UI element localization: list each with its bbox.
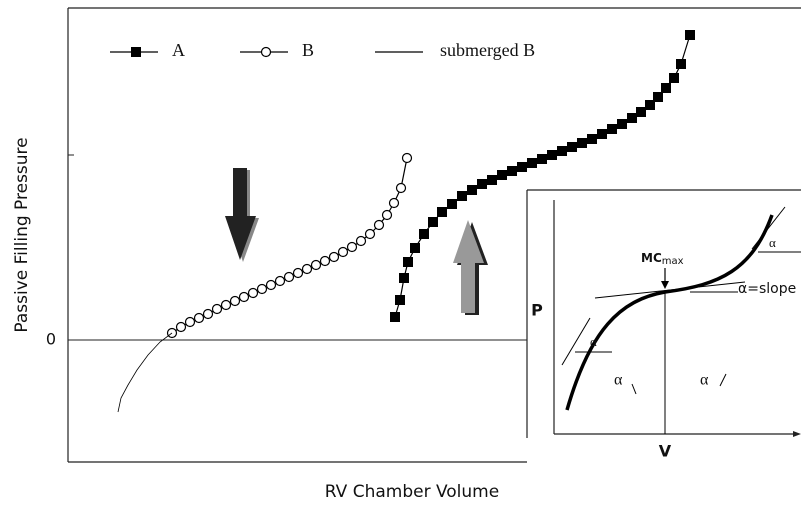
x-axis-label: RV Chamber Volume <box>325 482 499 502</box>
legend-label: A <box>172 40 185 60</box>
circle-marker <box>337 246 349 258</box>
inset-alpha: α <box>700 372 709 389</box>
square-marker <box>617 119 627 129</box>
inset-x-label: V <box>659 442 672 461</box>
square-marker <box>537 154 547 164</box>
circle-marker <box>256 283 268 295</box>
square-marker <box>447 199 457 209</box>
legend-label: submerged B <box>440 40 535 60</box>
square-marker <box>577 138 587 148</box>
circle-marker <box>260 46 272 58</box>
square-marker <box>676 59 686 69</box>
square-marker <box>507 166 517 176</box>
circle-marker <box>229 295 241 307</box>
square-marker <box>557 146 567 156</box>
square-marker <box>457 191 467 201</box>
down-arrow <box>225 168 259 262</box>
inset: P V MCmax α α=slope α α α <box>526 189 801 461</box>
up-arrow <box>453 220 488 315</box>
square-marker <box>410 243 420 253</box>
circle-marker <box>301 263 313 275</box>
square-marker <box>587 134 597 144</box>
circle-marker <box>319 255 331 267</box>
legend-label: B <box>302 40 314 60</box>
inset-alpha: α <box>614 372 623 389</box>
circle-marker <box>310 259 322 271</box>
series-line <box>117 332 173 413</box>
square-marker <box>399 273 409 283</box>
square-marker <box>645 100 655 110</box>
square-marker <box>403 257 413 267</box>
circle-marker <box>401 152 413 164</box>
inset-slope: α=slope <box>738 281 796 297</box>
circle-marker <box>283 271 295 283</box>
square-marker <box>477 179 487 189</box>
y-axis-label: Passive Filling Pressure <box>12 137 32 332</box>
circle-marker <box>388 197 400 209</box>
square-marker <box>517 162 527 172</box>
square-marker <box>627 113 637 123</box>
y-tick-label: 0 <box>46 330 56 349</box>
square-marker <box>131 47 141 57</box>
square-marker <box>419 229 429 239</box>
circle-marker <box>247 287 259 299</box>
square-marker <box>636 107 646 117</box>
square-marker <box>685 30 695 40</box>
circle-marker <box>355 235 367 247</box>
inset-marker: MCmax <box>641 251 684 268</box>
square-marker <box>567 142 577 152</box>
circle-marker <box>220 299 232 311</box>
square-marker <box>395 295 405 305</box>
circle-marker <box>346 241 358 253</box>
square-marker <box>607 124 617 134</box>
square-marker <box>428 217 438 227</box>
circle-marker <box>292 267 304 279</box>
square-marker <box>597 129 607 139</box>
circle-marker <box>238 291 250 303</box>
square-marker <box>653 92 663 102</box>
square-marker <box>437 207 447 217</box>
circle-marker <box>265 279 277 291</box>
circle-marker <box>274 275 286 287</box>
square-marker <box>661 83 671 93</box>
circle-marker <box>364 228 376 240</box>
square-marker <box>669 73 679 83</box>
circle-marker <box>211 303 223 315</box>
circle-marker <box>184 316 196 328</box>
circle-marker <box>381 209 393 221</box>
square-marker <box>467 185 477 195</box>
square-marker <box>547 150 557 160</box>
square-marker <box>487 175 497 185</box>
inset-y-label: P <box>531 301 543 320</box>
circle-marker <box>373 219 385 231</box>
inset-alpha: α <box>590 334 597 349</box>
inset-alpha: α <box>769 235 776 250</box>
square-marker <box>527 158 537 168</box>
circle-marker <box>395 182 407 194</box>
square-marker <box>497 170 507 180</box>
circle-marker <box>193 312 205 324</box>
circle-marker <box>175 321 187 333</box>
series-line <box>171 157 408 334</box>
circle-marker <box>202 308 214 320</box>
circle-marker <box>328 251 340 263</box>
square-marker <box>390 312 400 322</box>
